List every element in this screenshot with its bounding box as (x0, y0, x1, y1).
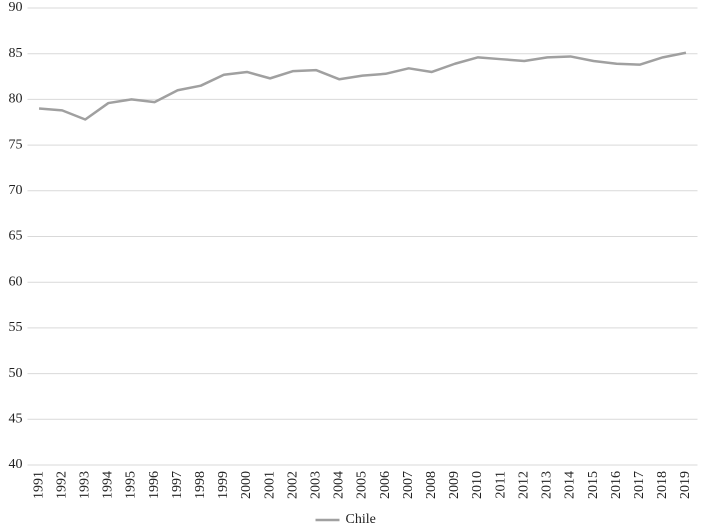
x-tick-label: 2018 (655, 471, 670, 499)
y-tick-label: 85 (9, 46, 23, 61)
y-tick-label: 40 (9, 457, 23, 472)
x-tick-label: 1999 (216, 471, 231, 499)
x-tick-label: 2008 (424, 471, 439, 499)
x-tick-label: 2012 (516, 471, 531, 499)
y-tick-label: 70 (9, 183, 23, 198)
x-tick-label: 2010 (470, 471, 485, 499)
x-tick-label: 2011 (493, 471, 508, 498)
y-tick-label: 90 (9, 0, 23, 15)
x-tick-label: 2001 (262, 471, 277, 499)
legend-label: Chile (346, 512, 376, 527)
x-tick-label: 2015 (586, 471, 601, 499)
x-tick-label: 2002 (285, 471, 300, 499)
y-tick-label: 45 (9, 412, 23, 427)
x-tick-label: 2003 (309, 471, 324, 499)
x-tick-label: 2004 (332, 471, 347, 499)
x-tick-label: 2007 (401, 471, 416, 499)
x-tick-label: 2019 (678, 471, 693, 499)
x-tick-label: 2017 (632, 471, 647, 499)
x-tick-label: 2009 (447, 471, 462, 499)
y-tick-label: 75 (9, 137, 23, 152)
x-tick-label: 1994 (101, 471, 116, 499)
x-tick-label: 1998 (193, 471, 208, 499)
series-line (38, 51, 687, 121)
x-tick-label: 2005 (355, 471, 370, 499)
x-tick-label: 1992 (54, 471, 69, 499)
x-tick-label: 1991 (31, 471, 46, 499)
x-tick-label: 2000 (239, 471, 254, 499)
x-tick-label: 1995 (124, 471, 139, 499)
x-tick-label: 1997 (170, 471, 185, 499)
x-tick-label: 1996 (147, 471, 162, 499)
x-tick-label: 2016 (609, 471, 624, 499)
x-tick-label: 2014 (563, 471, 578, 499)
y-tick-label: 80 (9, 92, 23, 107)
y-tick-label: 65 (9, 229, 23, 244)
y-tick-label: 55 (9, 320, 23, 335)
y-tick-label: 50 (9, 366, 23, 381)
x-tick-label: 2006 (378, 471, 393, 499)
x-tick-label: 2013 (540, 471, 555, 499)
y-tick-label: 60 (9, 274, 23, 289)
x-tick-label: 1993 (77, 471, 92, 499)
